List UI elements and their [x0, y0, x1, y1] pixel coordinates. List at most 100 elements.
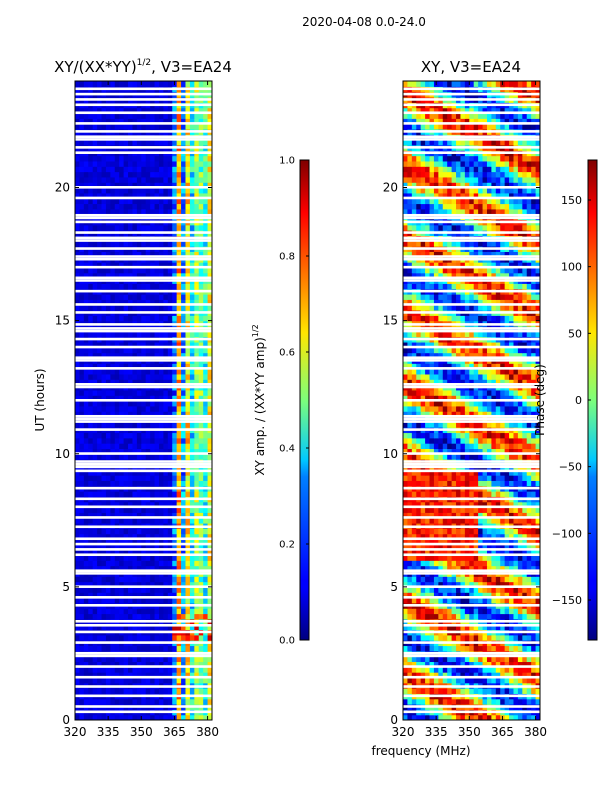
flagged-row — [75, 383, 212, 386]
flagged-row — [75, 279, 212, 282]
flagged-row — [75, 452, 212, 455]
flagged-row — [75, 247, 212, 250]
flagged-row — [75, 516, 212, 519]
flagged-row — [75, 604, 212, 607]
flagged-row — [403, 92, 540, 96]
colorbar-tick-label: 0.8 — [279, 252, 295, 263]
flagged-row — [403, 417, 540, 421]
flagged-row — [75, 414, 212, 418]
flagged-row — [403, 213, 540, 217]
flagged-row — [403, 103, 540, 107]
flagged-row — [75, 337, 212, 341]
flagged-row — [403, 665, 540, 668]
flagged-row — [403, 146, 540, 149]
flagged-row — [403, 135, 540, 139]
flagged-row — [403, 486, 540, 490]
right-panel-title: XY, V3=EA24 — [421, 58, 521, 76]
flagged-row — [75, 359, 212, 362]
flagged-row — [75, 216, 212, 220]
flagged-row — [403, 705, 540, 708]
flagged-row — [403, 537, 540, 541]
flagged-row — [403, 337, 540, 341]
colorbar-tick-label: −50 — [559, 461, 582, 474]
colorbar-tick-label: 150 — [561, 194, 582, 207]
flagged-row — [75, 460, 212, 463]
flagged-row — [403, 465, 540, 469]
flagged-row — [75, 596, 212, 599]
flagged-row — [75, 385, 212, 389]
right-plot-frame — [402, 80, 541, 721]
flagged-row — [75, 213, 212, 217]
flagged-row — [75, 303, 212, 306]
colorbar-tick-label: 50 — [568, 327, 582, 340]
flagged-row — [403, 651, 540, 655]
flagged-row — [403, 525, 540, 529]
flagged-row — [403, 585, 540, 588]
flagged-row — [75, 356, 212, 359]
flagged-row — [403, 548, 540, 551]
x-tick-label: 350 — [458, 725, 481, 739]
flagged-row — [75, 399, 212, 402]
y-tick-label: 15 — [383, 314, 398, 328]
flagged-row — [75, 98, 212, 101]
colorbar-tick-label: 1.0 — [279, 156, 295, 167]
flagged-row — [75, 186, 212, 189]
flagged-row — [75, 138, 212, 141]
flagged-row — [75, 623, 212, 627]
flagged-row — [75, 151, 212, 154]
x-axis-label: frequency (MHz) — [371, 744, 470, 758]
flagged-row — [75, 486, 212, 490]
flagged-row — [75, 276, 212, 280]
flagged-row — [403, 619, 540, 623]
flagged-row — [403, 542, 540, 546]
flagged-row — [403, 367, 540, 370]
y-tick-label: 5 — [390, 580, 398, 594]
flagged-row — [75, 417, 212, 421]
flagged-row — [403, 675, 540, 679]
flagged-row — [75, 130, 212, 133]
flagged-row — [403, 420, 540, 423]
flagged-row — [403, 572, 540, 575]
flagged-row — [403, 399, 540, 402]
flagged-row — [75, 619, 212, 623]
flagged-row — [75, 420, 212, 423]
phase-colorbar-ticks: 150 100 50 0 −50 −100 −150 — [552, 194, 591, 607]
flagged-row — [403, 623, 540, 627]
flagged-row — [403, 497, 540, 501]
flagged-row — [403, 359, 540, 362]
flagged-row — [403, 553, 540, 557]
flagged-row — [403, 323, 540, 326]
y-tick-label: 5 — [62, 580, 70, 594]
y-tick-label: 20 — [55, 181, 70, 195]
colorbar-tick-label: −150 — [552, 594, 582, 607]
flagged-row — [403, 327, 540, 330]
flagged-row — [75, 345, 212, 349]
flagged-row — [403, 289, 540, 293]
flagged-row — [75, 428, 212, 431]
flagged-row — [75, 665, 212, 668]
left-title-exponent: 1/2 — [137, 58, 151, 68]
flagged-row — [403, 151, 540, 154]
flagged-row — [403, 414, 540, 418]
flagged-row — [75, 462, 212, 466]
flagged-row — [75, 654, 212, 658]
flagged-row — [75, 265, 212, 269]
flagged-row — [403, 220, 540, 224]
flagged-row — [75, 505, 212, 509]
flagged-row — [75, 525, 212, 529]
flagged-row — [75, 465, 212, 469]
flagged-row — [403, 356, 540, 359]
x-tick-label: 335 — [97, 725, 120, 739]
y-tick-label: 10 — [383, 447, 398, 461]
colorbar-tick-label: 0 — [575, 394, 582, 407]
flagged-row — [75, 585, 212, 588]
flagged-row — [403, 694, 540, 698]
flagged-row — [403, 569, 540, 572]
flagged-row — [403, 383, 540, 386]
flagged-row — [403, 247, 540, 250]
flagged-row — [403, 311, 540, 314]
y-tick-label: 10 — [55, 447, 70, 461]
amplitude-colorbar — [299, 159, 310, 641]
flagged-row — [75, 196, 212, 200]
